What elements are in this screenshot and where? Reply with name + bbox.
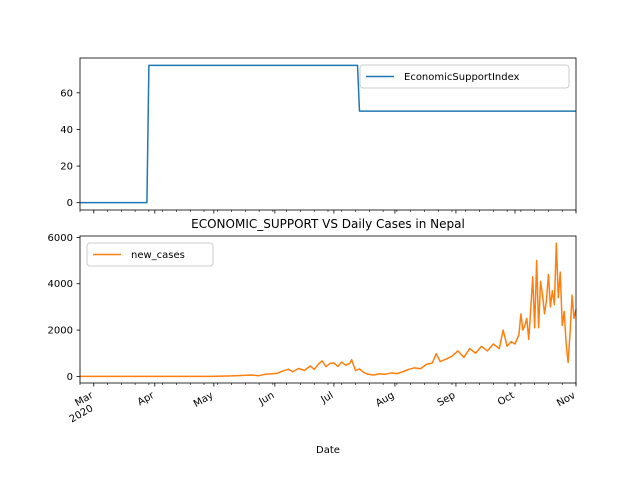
top-y-tick-label: 0 <box>67 198 73 209</box>
bottom-y-tick-label: 4000 <box>48 279 73 290</box>
x-axis-title: Date <box>316 445 340 456</box>
bottom-legend-label: new_cases <box>131 250 185 261</box>
top-y-tick-label: 20 <box>60 162 73 173</box>
bottom-series-line-0 <box>80 242 577 378</box>
chart-title: ECONOMIC_SUPPORT VS Daily Cases in Nepal <box>191 217 465 231</box>
bottom-series-layer <box>80 242 577 378</box>
top-y-tick-label: 40 <box>60 125 73 136</box>
top-series-line-0 <box>80 64 576 204</box>
bottom-y-tick-label: 2000 <box>48 326 73 337</box>
top-subplot: 0 20 40 60 EconomicSupportIndex <box>60 57 577 214</box>
top-legend: EconomicSupportIndex <box>359 64 570 89</box>
top-y-ticks: 0 20 40 60 <box>60 88 80 209</box>
top-legend-label: EconomicSupportIndex <box>404 72 520 83</box>
bottom-axes-frame <box>79 235 577 384</box>
bottom-y-tick-label: 6000 <box>48 233 73 244</box>
top-y-tick-label: 60 <box>60 88 73 99</box>
top-axes-frame <box>79 57 577 211</box>
bottom-y-ticks: 0 2000 4000 6000 <box>48 233 80 383</box>
bottom-legend: new_cases <box>86 242 214 267</box>
top-legend-box <box>359 64 570 89</box>
bottom-y-tick-label: 0 <box>67 372 73 383</box>
top-series-layer <box>80 64 576 204</box>
bottom-legend-box <box>86 242 214 267</box>
